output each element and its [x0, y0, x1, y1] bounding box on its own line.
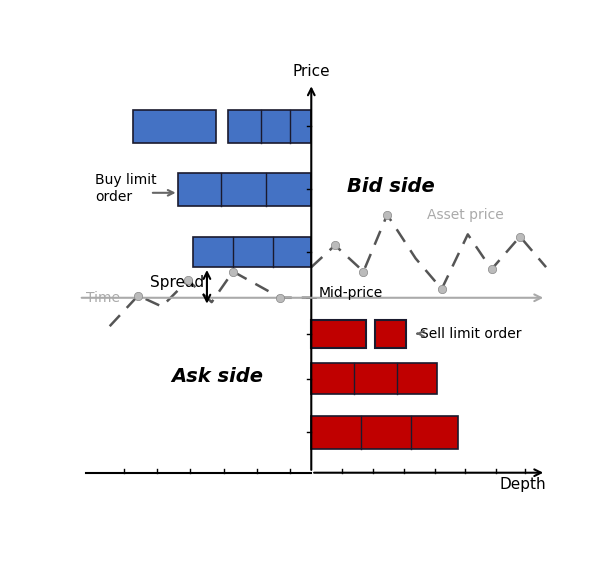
- Bar: [312, 320, 366, 348]
- Text: Sell limit order: Sell limit order: [420, 327, 522, 341]
- Text: Spread: Spread: [150, 275, 204, 290]
- Text: Time: Time: [86, 291, 120, 305]
- Text: Price: Price: [293, 64, 330, 79]
- Text: Depth: Depth: [499, 477, 546, 492]
- Bar: [375, 320, 406, 348]
- Bar: [312, 364, 437, 394]
- Text: Asset price: Asset price: [428, 208, 504, 222]
- Text: Bid side: Bid side: [347, 177, 435, 196]
- Bar: [179, 173, 312, 206]
- Text: Mid-price: Mid-price: [318, 286, 382, 300]
- Bar: [133, 110, 217, 143]
- Bar: [312, 416, 458, 449]
- Bar: [193, 236, 312, 267]
- Bar: [228, 110, 312, 143]
- Text: Ask side: Ask side: [171, 367, 263, 386]
- Text: Buy limit
order: Buy limit order: [95, 173, 157, 203]
